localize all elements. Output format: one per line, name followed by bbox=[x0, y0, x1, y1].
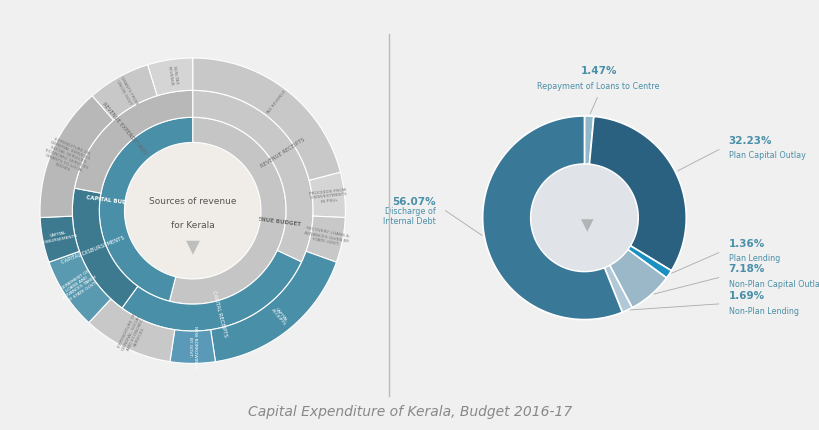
Polygon shape bbox=[147, 58, 192, 96]
Polygon shape bbox=[604, 265, 631, 312]
Text: EXPENDITURE ON
GENERAL, SOCIAL
AND ECONOMIC
SERVICES: EXPENDITURE ON GENERAL, SOCIAL AND ECONO… bbox=[117, 312, 150, 355]
Polygon shape bbox=[49, 251, 111, 322]
Text: TAX REVENUE: TAX REVENUE bbox=[265, 89, 287, 116]
Polygon shape bbox=[170, 117, 286, 304]
Text: NON-TAX
REVENUE: NON-TAX REVENUE bbox=[166, 65, 178, 86]
Polygon shape bbox=[627, 246, 671, 278]
Text: 1.47%: 1.47% bbox=[580, 67, 616, 77]
Text: Sources of revenue: Sources of revenue bbox=[149, 197, 236, 206]
Polygon shape bbox=[482, 116, 622, 319]
Circle shape bbox=[126, 144, 259, 277]
Polygon shape bbox=[589, 117, 686, 270]
Text: Non-Plan Capital Outlay: Non-Plan Capital Outlay bbox=[728, 280, 819, 289]
Polygon shape bbox=[88, 299, 174, 362]
Polygon shape bbox=[609, 249, 666, 308]
Text: for Kerala: for Kerala bbox=[170, 221, 215, 230]
Polygon shape bbox=[40, 96, 113, 218]
Text: CAPITAL
RECEIPTS: CAPITAL RECEIPTS bbox=[269, 305, 289, 327]
Text: CAPITAL DISBURSEMENTS: CAPITAL DISBURSEMENTS bbox=[61, 235, 125, 265]
Text: NEW BORROWINGS
BY GOVT.: NEW BORROWINGS BY GOVT. bbox=[188, 326, 197, 369]
Text: 56.07%: 56.07% bbox=[392, 197, 436, 206]
Polygon shape bbox=[122, 250, 301, 331]
Polygon shape bbox=[99, 117, 192, 301]
Text: REVENUE RECEIPTS: REVENUE RECEIPTS bbox=[260, 138, 305, 169]
Text: ▾: ▾ bbox=[186, 233, 199, 261]
Polygon shape bbox=[192, 58, 340, 181]
Text: 32.23%: 32.23% bbox=[728, 136, 771, 146]
Polygon shape bbox=[584, 116, 593, 164]
Text: EXPENDITURE ON
GENERAL SERVICES
SOCIAL SERVICES,
ECONOMIC SERVICES
GRANTS TO LOC: EXPENDITURE ON GENERAL SERVICES SOCIAL S… bbox=[41, 135, 93, 178]
Text: CAPITAL
DISBURSEMENTS: CAPITAL DISBURSEMENTS bbox=[40, 229, 78, 245]
Polygon shape bbox=[309, 172, 345, 218]
Text: GRANTS FROM
UNION GOVT.: GRANTS FROM UNION GOVT. bbox=[115, 75, 138, 108]
Text: REPAYMENT OF
LOANS AND
ADVANCES TAKEN
BY STATE GOVT.: REPAYMENT OF LOANS AND ADVANCES TAKEN BY… bbox=[57, 268, 100, 304]
Polygon shape bbox=[92, 65, 157, 120]
Polygon shape bbox=[75, 90, 192, 193]
Text: RECOVERY LOANS &
ADVANCES GIVEN BY
STATE GOVT.: RECOVERY LOANS & ADVANCES GIVEN BY STATE… bbox=[303, 226, 350, 248]
Polygon shape bbox=[210, 251, 336, 362]
Text: 1.69%: 1.69% bbox=[728, 291, 764, 301]
Polygon shape bbox=[40, 216, 79, 262]
Text: CAPITAL BUDGET: CAPITAL BUDGET bbox=[86, 195, 138, 206]
Text: Plan Lending: Plan Lending bbox=[728, 254, 779, 263]
Text: REVENUE BUDGET: REVENUE BUDGET bbox=[245, 215, 301, 227]
Text: 1.36%: 1.36% bbox=[728, 239, 764, 249]
Circle shape bbox=[532, 166, 636, 270]
Text: Non-Plan Lending: Non-Plan Lending bbox=[728, 307, 798, 316]
Text: Repayment of Loans to Centre: Repayment of Loans to Centre bbox=[536, 82, 659, 91]
Polygon shape bbox=[192, 90, 313, 262]
Polygon shape bbox=[305, 216, 345, 262]
Polygon shape bbox=[170, 330, 215, 363]
Text: ▾: ▾ bbox=[581, 213, 593, 237]
Text: REVENUE EXPENDITURES: REVENUE EXPENDITURES bbox=[102, 101, 147, 156]
Text: CAPITAL RECEIPTS: CAPITAL RECEIPTS bbox=[210, 290, 228, 338]
Text: PROCEEDS FROM
DISINVESTMENTS
IN PSUs: PROCEEDS FROM DISINVESTMENTS IN PSUs bbox=[309, 188, 347, 205]
Text: Discharge of
Internal Debt: Discharge of Internal Debt bbox=[382, 207, 436, 226]
Polygon shape bbox=[72, 188, 138, 308]
Text: Capital Expenditure of Kerala, Budget 2016-17: Capital Expenditure of Kerala, Budget 20… bbox=[247, 405, 572, 419]
Text: Plan Capital Outlay: Plan Capital Outlay bbox=[728, 151, 804, 160]
Text: 7.18%: 7.18% bbox=[728, 264, 764, 274]
